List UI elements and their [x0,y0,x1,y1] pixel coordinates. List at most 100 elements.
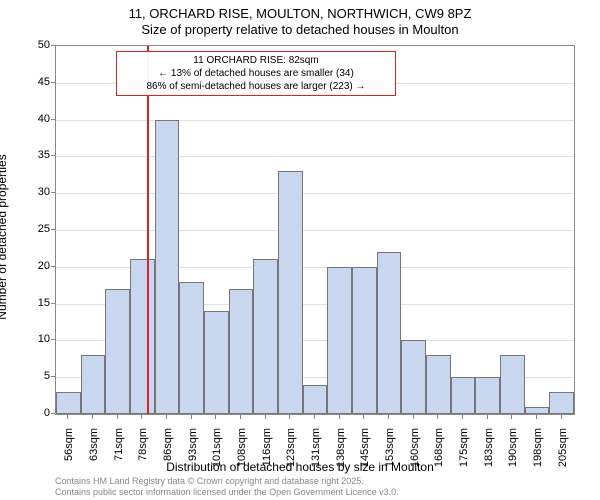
grid-line [56,193,574,194]
x-tick-label: 78sqm [137,428,149,478]
x-tick-label: 108sqm [236,428,248,478]
plot-area: 11 ORCHARD RISE: 82sqm← 13% of detached … [55,45,575,415]
x-tick-mark [561,415,562,419]
x-tick-label: 175sqm [458,428,470,478]
histogram-bar [105,289,130,414]
x-tick-label: 160sqm [409,428,421,478]
x-tick-mark [536,415,537,419]
y-tick-mark [51,45,55,46]
footer-attribution: Contains HM Land Registry data © Crown c… [55,476,399,498]
x-tick-label: 93sqm [187,428,199,478]
x-tick-label: 190sqm [507,428,519,478]
x-tick-label: 123sqm [285,428,297,478]
marker-line [147,46,149,414]
histogram-bar [204,311,229,414]
y-tick-label: 50 [20,39,50,51]
histogram-bar [278,171,303,414]
x-tick-label: 63sqm [88,428,100,478]
histogram-bar [426,355,451,414]
annotation-line: 11 ORCHARD RISE: 82sqm [121,54,391,67]
y-tick-mark [51,266,55,267]
y-tick-mark [51,303,55,304]
chart-container: 11, ORCHARD RISE, MOULTON, NORTHWICH, CW… [0,0,600,500]
histogram-bar [56,392,81,414]
histogram-bar [327,267,352,414]
x-tick-mark [67,415,68,419]
x-tick-mark [265,415,266,419]
y-tick-label: 25 [20,223,50,235]
footer-line2: Contains public sector information licen… [55,487,399,498]
x-tick-label: 56sqm [63,428,75,478]
x-tick-mark [314,415,315,419]
chart-title-line1: 11, ORCHARD RISE, MOULTON, NORTHWICH, CW… [0,6,600,21]
histogram-bar [401,340,426,414]
histogram-bar [377,252,402,414]
y-tick-label: 45 [20,76,50,88]
x-tick-mark [166,415,167,419]
histogram-bar [229,289,254,414]
x-tick-mark [92,415,93,419]
annotation-box: 11 ORCHARD RISE: 82sqm← 13% of detached … [116,51,396,96]
y-tick-mark [51,155,55,156]
y-tick-label: 5 [20,370,50,382]
grid-line [56,120,574,121]
annotation-line: ← 13% of detached houses are smaller (34… [121,67,391,80]
x-tick-mark [240,415,241,419]
y-tick-label: 20 [20,260,50,272]
x-tick-label: 71sqm [113,428,125,478]
x-tick-mark [141,415,142,419]
x-tick-label: 101sqm [211,428,223,478]
y-tick-label: 35 [20,149,50,161]
x-tick-mark [462,415,463,419]
y-tick-mark [51,339,55,340]
x-tick-mark [339,415,340,419]
x-tick-label: 153sqm [384,428,396,478]
y-tick-label: 15 [20,297,50,309]
histogram-bar [549,392,574,414]
x-tick-label: 116sqm [261,428,273,478]
x-tick-mark [413,415,414,419]
y-tick-label: 10 [20,333,50,345]
histogram-bar [475,377,500,414]
grid-line [56,156,574,157]
x-tick-label: 168sqm [433,428,445,478]
x-tick-label: 145sqm [359,428,371,478]
x-tick-mark [437,415,438,419]
histogram-bar [303,385,328,414]
histogram-bar [130,259,155,414]
histogram-bar [253,259,278,414]
x-tick-label: 198sqm [532,428,544,478]
x-tick-mark [487,415,488,419]
annotation-line: 86% of semi-detached houses are larger (… [121,80,391,93]
y-tick-label: 40 [20,113,50,125]
chart-title-line2: Size of property relative to detached ho… [0,22,600,37]
x-tick-mark [117,415,118,419]
y-tick-mark [51,82,55,83]
x-tick-label: 183sqm [483,428,495,478]
x-tick-label: 86sqm [162,428,174,478]
histogram-bar [500,355,525,414]
x-tick-label: 138sqm [335,428,347,478]
y-tick-label: 0 [20,407,50,419]
x-tick-mark [363,415,364,419]
histogram-bar [81,355,106,414]
y-tick-mark [51,413,55,414]
x-tick-label: 131sqm [310,428,322,478]
y-tick-mark [51,229,55,230]
histogram-bar [451,377,476,414]
y-tick-mark [51,376,55,377]
x-tick-mark [191,415,192,419]
x-tick-label: 205sqm [557,428,569,478]
x-tick-mark [511,415,512,419]
histogram-bar [179,282,204,414]
x-tick-mark [215,415,216,419]
footer-line1: Contains HM Land Registry data © Crown c… [55,476,399,487]
y-tick-label: 30 [20,186,50,198]
x-tick-mark [289,415,290,419]
grid-line [56,230,574,231]
y-tick-mark [51,192,55,193]
histogram-bar [155,120,180,414]
y-tick-mark [51,119,55,120]
histogram-bar [352,267,377,414]
histogram-bar [525,407,550,414]
